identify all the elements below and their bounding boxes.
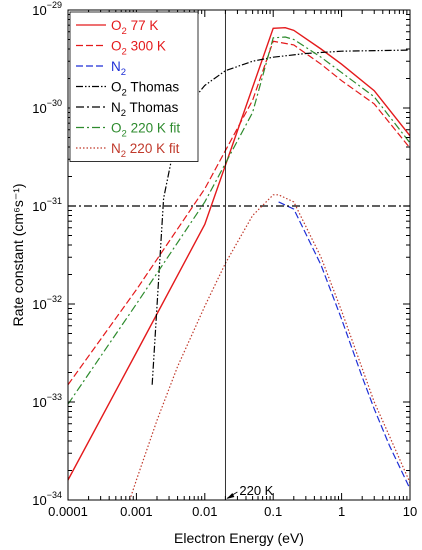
y-tick-label: 10−32 <box>32 294 62 312</box>
series-line-1 <box>67 40 411 386</box>
legend-label-main: N <box>111 100 121 115</box>
legend-label-subscript: 2 <box>121 67 126 78</box>
legend-label-main: O <box>111 121 122 136</box>
legend-label-rest: 220 K fit <box>126 141 180 156</box>
legend-label: N2 Thomas <box>111 100 179 119</box>
legend-label-subscript: 2 <box>122 26 127 37</box>
x-tick-label: 0.001 <box>120 504 153 519</box>
y-axis-label: Rate constant (cm⁶s⁻¹) <box>10 183 26 326</box>
legend-label: O2 77 K <box>111 18 158 37</box>
y-tick-exponent: −33 <box>47 392 62 402</box>
y-tick-label: 10−30 <box>32 98 62 116</box>
ticks-layer: 0.0001 0.001 0.01 0.1 1 1010−3410−3310−3210−3… <box>32 0 417 519</box>
x-tick-label: 0.0001 <box>48 504 88 519</box>
series-line-2 <box>278 201 411 490</box>
legend-label: O2 220 K fit <box>111 121 180 140</box>
legend-label-subscript: 2 <box>121 149 126 160</box>
legend-label: O2 Thomas <box>111 80 179 99</box>
legend-label-subscript: 2 <box>122 47 127 58</box>
legend-label-rest: 77 K <box>127 18 159 33</box>
y-tick-exponent: −32 <box>47 294 62 304</box>
legend-label-main: N <box>111 59 121 74</box>
legend-label-subscript: 2 <box>122 88 127 99</box>
series-line-5 <box>67 36 411 405</box>
y-tick-label: 10−31 <box>32 196 62 214</box>
legend-label: O2 300 K <box>111 39 166 58</box>
annotation-arrowhead <box>226 493 235 499</box>
y-tick-label: 10−34 <box>32 490 62 508</box>
x-tick-label: 1 <box>338 504 345 519</box>
legend-label: N2 <box>111 59 126 78</box>
legend-box <box>69 11 199 162</box>
y-tick-base: 10 <box>32 395 46 410</box>
y-tick-base: 10 <box>32 297 46 312</box>
y-tick-exponent: −29 <box>47 0 62 10</box>
series-line-6 <box>129 194 411 501</box>
legend-label-rest: 300 K <box>127 39 166 54</box>
legend-label-subscript: 2 <box>122 129 127 140</box>
series-line-0 <box>67 26 411 481</box>
legend-label-rest: 220 K fit <box>127 121 181 136</box>
legend-label-main: O <box>111 80 122 95</box>
x-tick-label: 10 <box>403 504 417 519</box>
y-tick-base: 10 <box>32 199 46 214</box>
x-tick-label: 0.01 <box>192 504 217 519</box>
y-tick-exponent: −34 <box>47 490 62 500</box>
legend-label-main: O <box>111 18 122 33</box>
legend-label-subscript: 2 <box>121 108 126 119</box>
legend-label-rest: Thomas <box>127 80 180 95</box>
y-tick-base: 10 <box>32 101 46 116</box>
y-tick-base: 10 <box>32 493 46 508</box>
plot-frame <box>67 9 411 501</box>
y-tick-base: 10 <box>32 3 46 18</box>
annotation-label: 220 K <box>239 483 273 498</box>
y-tick-exponent: −31 <box>47 196 62 206</box>
legend-label-main: N <box>111 141 121 156</box>
y-tick-label: 10−33 <box>32 392 62 410</box>
legend-label-rest: Thomas <box>126 100 179 115</box>
annotation-layer: 220 K <box>224 10 274 500</box>
y-tick-label: 10−29 <box>32 0 62 18</box>
x-axis-label: Electron Energy (eV) <box>174 530 304 546</box>
legend-label-main: O <box>111 39 122 54</box>
x-tick-label: 0.1 <box>264 504 282 519</box>
y-tick-exponent: −30 <box>47 98 62 108</box>
legend-label: N2 220 K fit <box>111 141 180 160</box>
